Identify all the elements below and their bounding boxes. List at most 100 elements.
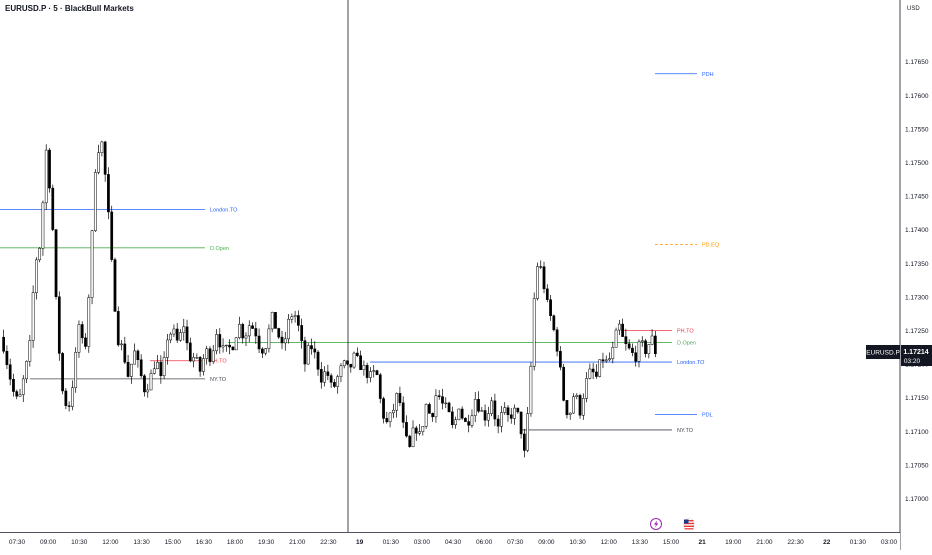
candle-body xyxy=(188,342,192,362)
candle-body xyxy=(349,363,353,368)
x-tick-label: 01:30 xyxy=(850,539,867,546)
candle-body xyxy=(84,337,87,347)
chart-symbol-title[interactable]: EURUSD.P · 5 · BlackBull Markets xyxy=(5,4,134,13)
x-tick-label: 21:00 xyxy=(756,539,773,546)
candle-body xyxy=(224,344,228,347)
candle-body xyxy=(166,339,169,358)
candle-body xyxy=(522,433,526,451)
y-tick-label: 1.17000 xyxy=(905,496,929,503)
price-scale[interactable] xyxy=(900,0,932,532)
candle-body xyxy=(303,340,307,365)
candle-body xyxy=(211,350,215,362)
candle-body xyxy=(123,343,127,363)
x-tick-label: 21 xyxy=(699,539,707,546)
candle-body xyxy=(457,408,461,421)
candle-body xyxy=(516,407,520,413)
candle-body xyxy=(395,393,399,411)
candle-body xyxy=(614,329,618,348)
candle-body xyxy=(316,351,320,370)
candle-body xyxy=(251,325,254,329)
candle-body xyxy=(244,335,248,339)
x-tick-label: 15:00 xyxy=(165,539,182,546)
candle-body xyxy=(385,418,389,423)
candle-body xyxy=(113,259,117,312)
candle-body xyxy=(418,431,421,434)
candle-body xyxy=(450,411,454,426)
candle-body xyxy=(57,296,61,354)
candle-body xyxy=(604,359,608,362)
candle-body xyxy=(48,149,51,189)
x-tick-label: 19:00 xyxy=(725,539,742,546)
us-flag-event-icon[interactable] xyxy=(683,518,695,530)
candle-body xyxy=(342,360,346,367)
candle-body xyxy=(401,402,405,423)
candle-body xyxy=(195,357,199,359)
candle-body xyxy=(539,266,543,268)
candle-body xyxy=(159,361,163,377)
x-tick-label: 15:00 xyxy=(663,539,680,546)
candle-body xyxy=(333,382,336,387)
candle-body xyxy=(568,412,572,415)
candle-body xyxy=(653,335,657,354)
candle-body xyxy=(198,357,202,372)
candle-body xyxy=(526,413,530,451)
candle-body xyxy=(447,402,451,413)
candle-body xyxy=(254,328,258,337)
candle-body xyxy=(549,299,552,316)
candle-body xyxy=(218,334,222,348)
candle-body xyxy=(500,412,503,427)
x-tick-label: 03:00 xyxy=(881,539,898,546)
candle-body xyxy=(562,366,566,401)
candle-body xyxy=(513,407,516,419)
candle-body xyxy=(434,395,438,418)
candle-body xyxy=(228,344,231,348)
candle-body xyxy=(477,399,480,412)
candle-body xyxy=(31,292,35,341)
candle-body xyxy=(64,390,68,406)
x-tick-label: 16:30 xyxy=(196,539,213,546)
level-label: PDL xyxy=(702,412,713,418)
candle-body xyxy=(139,359,143,377)
level-lines: London.TO D.Open PH.TO NY.TO D.Open London.TO… xyxy=(0,72,720,434)
candle-body xyxy=(293,315,297,318)
candle-body xyxy=(231,346,235,351)
candle-body xyxy=(182,326,186,333)
y-tick-label: 1.17650 xyxy=(905,59,929,66)
candle-body xyxy=(414,427,418,434)
candle-body xyxy=(359,355,362,370)
candle-body xyxy=(493,400,497,420)
x-tick-label: 19:30 xyxy=(258,539,275,546)
candle-body xyxy=(473,399,477,416)
candle-body xyxy=(575,395,579,398)
candle-body xyxy=(234,337,238,351)
candle-body xyxy=(431,413,435,418)
time-scale[interactable] xyxy=(0,533,900,550)
candle-body xyxy=(77,324,81,353)
level-label: London.TO xyxy=(210,208,238,214)
x-tick-label: 22 xyxy=(823,539,831,546)
candle-body xyxy=(21,378,25,395)
price-badge-price-bg xyxy=(901,345,932,366)
candle-body xyxy=(408,435,412,447)
candle-body xyxy=(611,347,615,359)
candle-body xyxy=(12,378,15,392)
candle-body xyxy=(336,376,340,387)
candle-body xyxy=(444,402,448,405)
x-tick-label: 01:30 xyxy=(383,539,400,546)
level-label: London.TO xyxy=(677,360,705,366)
candle-body xyxy=(460,408,464,419)
currency-label[interactable]: USD xyxy=(907,6,920,12)
candle-body xyxy=(71,387,74,407)
candle-body xyxy=(2,336,6,352)
candle-body xyxy=(355,352,359,356)
y-tick-label: 1.17600 xyxy=(905,93,929,100)
candles xyxy=(2,140,657,458)
candle-body xyxy=(382,398,385,419)
candle-body xyxy=(506,407,510,416)
lightning-event-icon[interactable] xyxy=(650,518,662,530)
candle-body xyxy=(375,370,379,376)
candle-body xyxy=(270,311,274,330)
candle-body xyxy=(172,328,176,335)
